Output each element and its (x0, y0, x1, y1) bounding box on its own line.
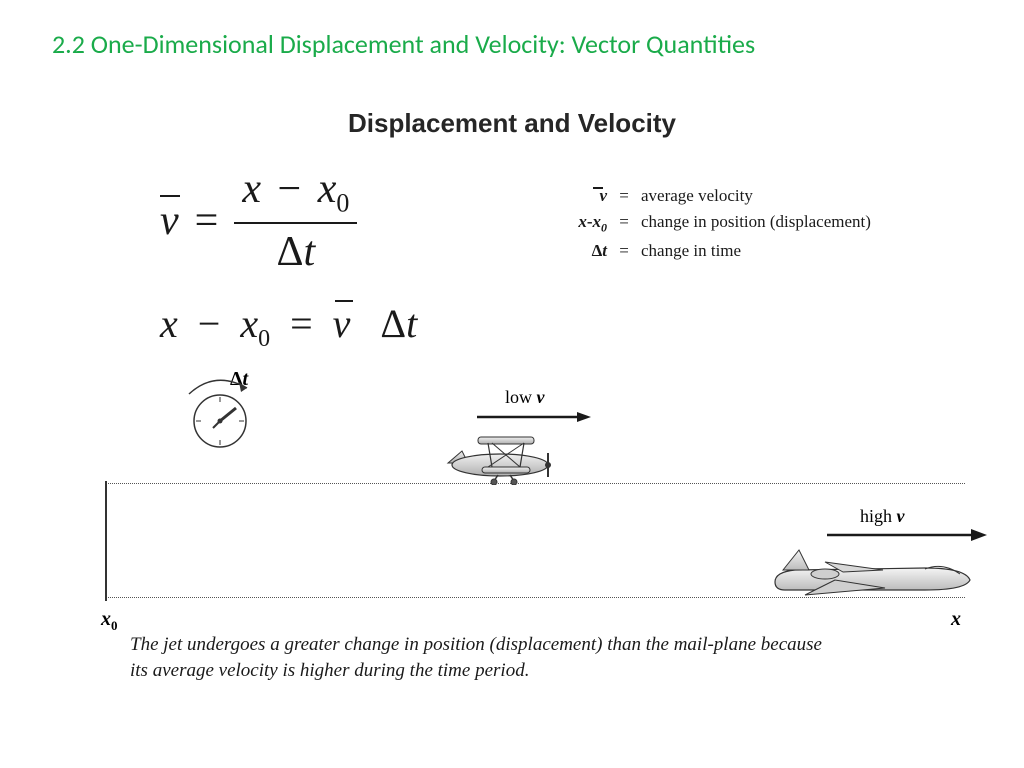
x0-axis-label: x0 (101, 608, 118, 634)
formula1-den-t: t (304, 229, 316, 275)
legend-def: change in position (displacement) (633, 212, 871, 232)
f2-t: t (406, 301, 417, 346)
legend-row: v = average velocity (555, 186, 871, 206)
legend: v = average velocity x-x0 = change in po… (555, 186, 871, 267)
formula1-num-a: x (242, 166, 261, 212)
jet-icon (765, 540, 975, 598)
legend-sym-x: x (578, 212, 587, 231)
f2-minus: − (198, 301, 221, 346)
legend-sym-v: v (599, 186, 607, 205)
formula1-num-b-sub: 0 (336, 188, 349, 217)
formula1-minus: − (278, 166, 302, 212)
section-title: 2.2 One-Dimensional Displacement and Vel… (52, 28, 755, 60)
f2-b: x (240, 301, 258, 346)
f2-v: v (333, 301, 351, 346)
high-velocity-label: high v (860, 506, 905, 527)
f2-eq: = (290, 301, 313, 346)
formula1-lhs: v (160, 198, 179, 244)
clock-icon (191, 392, 249, 450)
legend-row: Δt = change in time (555, 241, 871, 261)
origin-tick (105, 481, 107, 601)
top-dotted-line (105, 483, 965, 484)
formula-displacement: x − x0 = v Δt (160, 300, 417, 353)
legend-def: change in time (633, 241, 741, 261)
caption: The jet undergoes a greater change in po… (130, 632, 830, 683)
bottom-dotted-line (105, 597, 965, 598)
diagram: Δt low v (105, 368, 965, 638)
formula1-den-delta: Δ (277, 229, 304, 275)
f2-a: x (160, 301, 178, 346)
x-axis-label: x (951, 608, 961, 631)
legend-def: average velocity (633, 186, 753, 206)
formula-average-velocity: v = x − x0 Δt (160, 165, 357, 276)
main-title: Displacement and Velocity (0, 108, 1024, 139)
formula1-num-b: x (318, 166, 337, 212)
legend-sym-delta: Δ (592, 241, 603, 260)
legend-row: x-x0 = change in position (displacement) (555, 212, 871, 235)
biplane-icon (440, 423, 570, 485)
f2-delta: Δ (380, 301, 406, 346)
low-velocity-label: low v (505, 387, 545, 408)
low-velocity-arrow-icon (475, 410, 595, 424)
f2-b-sub: 0 (258, 326, 270, 352)
